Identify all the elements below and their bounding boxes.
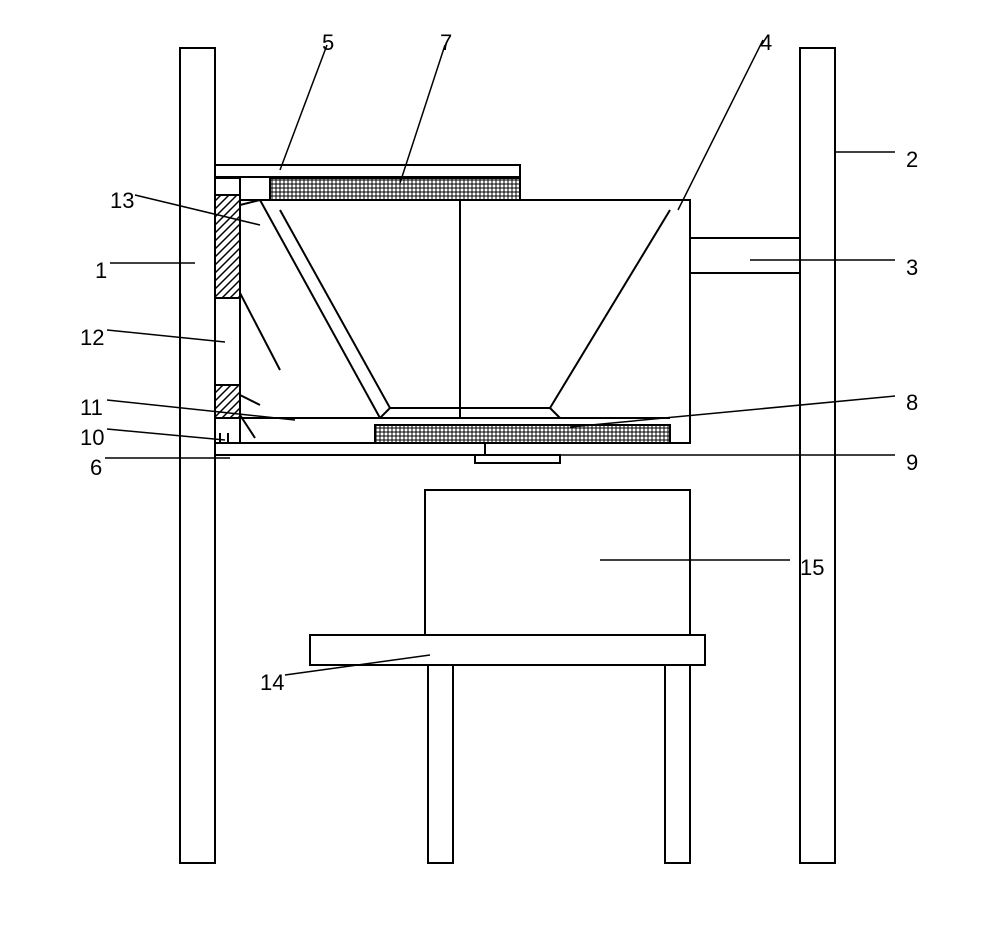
label-9: 9 (906, 450, 918, 476)
leader-line-4 (678, 40, 763, 210)
bottom-filter-mesh (375, 425, 670, 443)
label-7: 7 (440, 30, 452, 56)
container-outer (240, 200, 690, 443)
vertical-support-1 (180, 48, 215, 863)
top-filter-mesh (270, 178, 520, 200)
left-block-top (215, 195, 240, 298)
platform (310, 635, 705, 665)
receiver-box (425, 490, 690, 635)
label-1: 1 (95, 258, 107, 284)
technical-diagram (0, 0, 1000, 932)
label-11: 11 (80, 395, 103, 421)
top-plate (215, 165, 520, 177)
platform-leg-2 (665, 665, 690, 863)
platform-leg-1 (428, 665, 453, 863)
label-13: 13 (110, 188, 134, 214)
label-14: 14 (260, 670, 284, 696)
label-8: 8 (906, 390, 918, 416)
label-15: 15 (800, 555, 824, 581)
label-6: 6 (90, 455, 102, 481)
leader-line-5 (280, 45, 327, 170)
label-5: 5 (322, 30, 334, 56)
label-3: 3 (906, 255, 918, 281)
leader-line-7 (400, 45, 445, 183)
label-4: 4 (760, 30, 772, 56)
label-12: 12 (80, 325, 104, 351)
bottom-plate (215, 443, 485, 455)
diagram-svg (0, 0, 1000, 932)
outlet (475, 455, 560, 463)
label-2: 2 (906, 147, 918, 173)
label-10: 10 (80, 425, 104, 451)
